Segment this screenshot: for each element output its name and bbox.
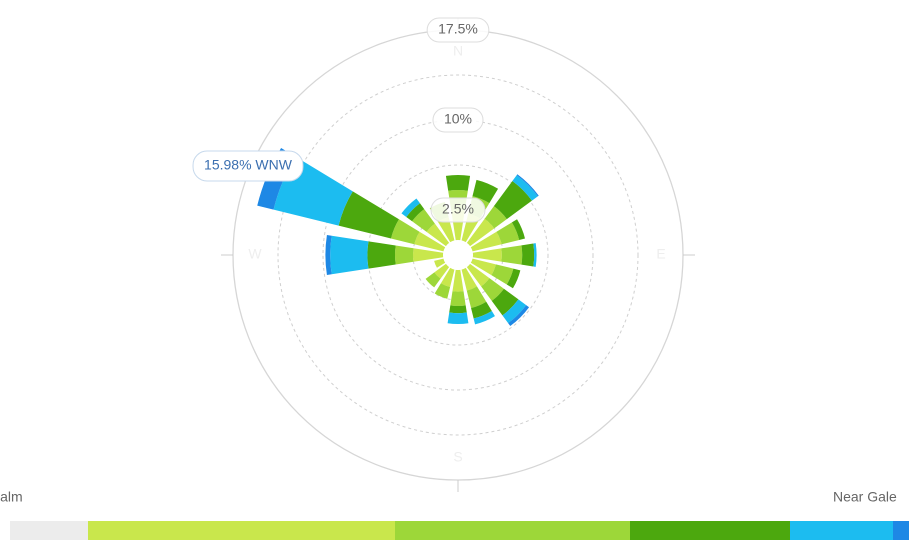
sector — [401, 198, 420, 217]
sector — [512, 175, 538, 201]
tooltip: 15.98% WNW — [192, 150, 304, 182]
sector — [472, 248, 502, 262]
legend-swatch — [395, 521, 630, 540]
legend-swatch — [790, 521, 893, 540]
tooltip-bg — [192, 150, 304, 182]
legend-swatch — [630, 521, 790, 540]
tick-label-bg — [430, 197, 486, 223]
sector — [367, 241, 396, 269]
sector — [491, 264, 514, 285]
sector — [325, 235, 332, 275]
sector — [506, 268, 521, 289]
sector — [493, 181, 532, 220]
y-tick-label: 2.5% — [442, 201, 474, 217]
sector — [447, 312, 469, 324]
sector — [450, 291, 466, 306]
sector — [491, 288, 519, 316]
sector — [466, 218, 495, 247]
sector — [470, 231, 502, 252]
sector — [426, 223, 450, 247]
sector — [412, 209, 435, 232]
sector — [501, 245, 523, 265]
legend-swatch — [893, 521, 909, 540]
sector — [502, 299, 527, 324]
legend-swatch — [88, 521, 395, 540]
sector — [516, 174, 539, 197]
direction-label: E — [656, 246, 665, 262]
sector — [434, 283, 451, 299]
sector — [508, 305, 530, 327]
sector — [473, 310, 495, 325]
legend-label: Calm — [0, 489, 23, 505]
sector — [330, 235, 369, 275]
grid-ring — [277, 74, 639, 436]
direction-label: S — [453, 449, 462, 465]
sector — [472, 179, 499, 204]
legend-label: Near Gale — [833, 489, 897, 505]
sector — [414, 231, 446, 252]
tick-label-bg — [426, 17, 490, 43]
tick-label-box: 2.5% — [430, 197, 486, 223]
y-tick-label: 10% — [444, 111, 472, 127]
sector — [390, 219, 420, 245]
sector — [445, 174, 471, 191]
sector — [471, 301, 492, 319]
sector — [434, 263, 450, 279]
sector — [511, 219, 526, 240]
sector — [338, 191, 399, 239]
sector — [484, 206, 507, 229]
sector — [481, 278, 504, 301]
sector — [461, 267, 477, 291]
sector — [406, 203, 425, 222]
tick-label-box: 17.5% — [426, 17, 490, 43]
center-disk — [451, 248, 465, 262]
sector — [395, 245, 414, 265]
grid-ring — [322, 119, 594, 391]
tooltip-text: 15.98% WNW — [204, 157, 293, 173]
tick-label-box: 10% — [432, 107, 484, 133]
sector — [470, 258, 496, 276]
sector — [440, 267, 455, 288]
sector — [425, 272, 441, 288]
legend-swatch — [10, 521, 88, 540]
sector — [466, 263, 490, 287]
sector — [533, 243, 537, 267]
sector — [496, 222, 520, 245]
sector — [434, 258, 446, 268]
sector — [437, 217, 455, 243]
y-tick-label: 17.5% — [438, 21, 478, 37]
sector — [466, 286, 487, 309]
sector — [452, 269, 464, 292]
direction-label: W — [248, 246, 262, 262]
sector — [521, 243, 535, 267]
tick-label-bg — [432, 107, 484, 133]
sector — [412, 248, 444, 262]
sector — [449, 305, 467, 314]
direction-label: N — [453, 43, 463, 59]
